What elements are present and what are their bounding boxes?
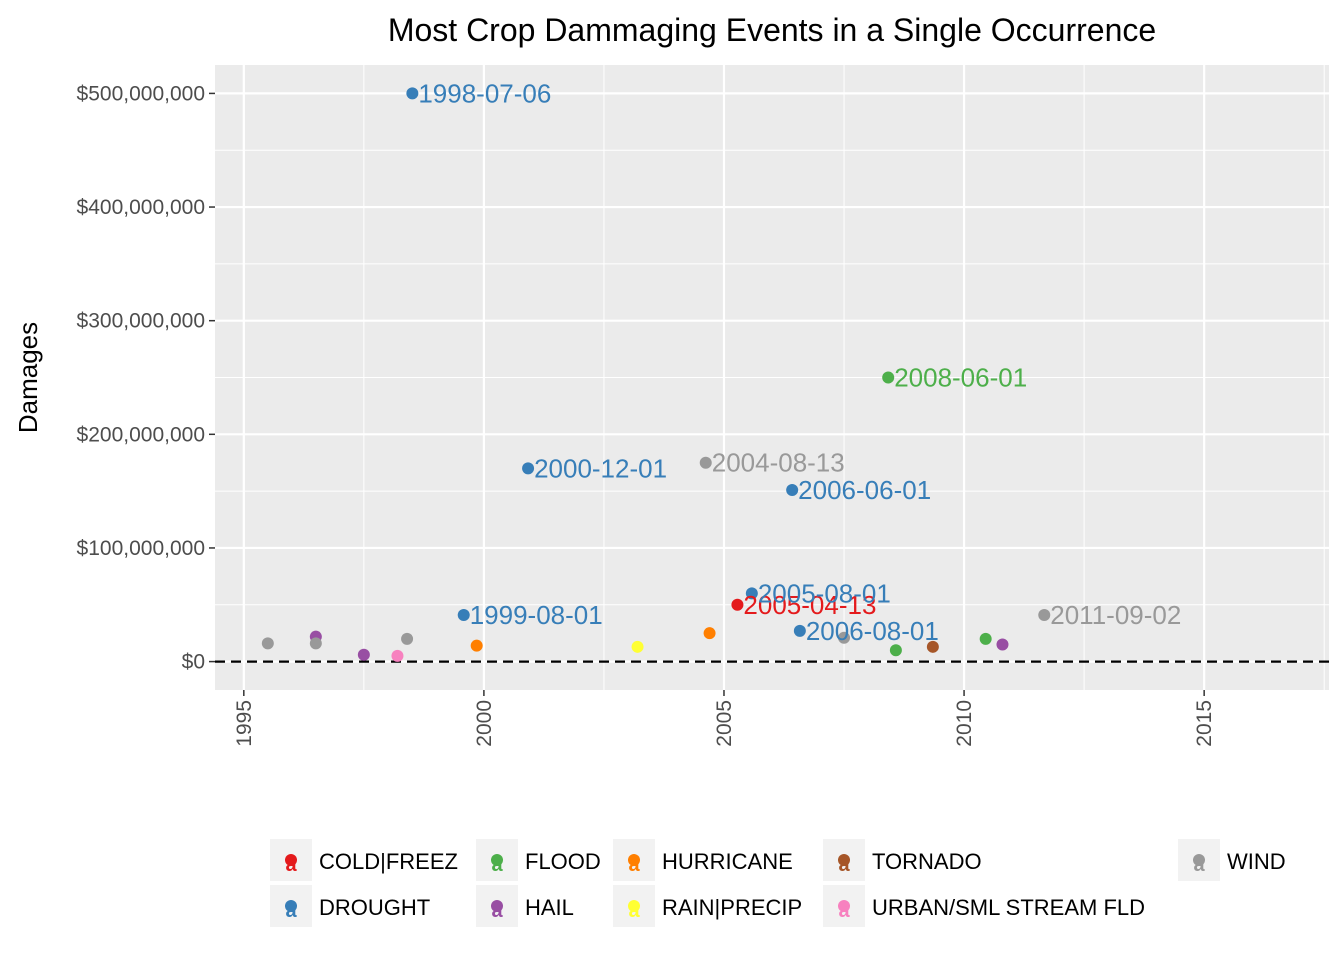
legend-item: a TORNADO [823,839,982,881]
y-tick-label: $0 [182,651,205,674]
y-tick-label: $200,000,000 [77,423,205,446]
legend: a COLD|FREEZ a DROUGHT a FLOOD a HAIL a HURRICANE… [270,839,1286,927]
y-axis-title: Damages [13,322,43,433]
legend-label: TORNADO [872,849,982,874]
legend-key-glyph: a [491,900,503,922]
legend-key-point [285,900,297,912]
chart-title: Most Crop Dammaging Events in a Single O… [388,12,1156,48]
data-point [309,637,322,650]
data-point [882,371,895,384]
legend-label: FLOOD [525,849,601,874]
legend-label: RAIN|PRECIP [662,895,802,920]
legend-label: HAIL [525,895,574,920]
x-axis: 1995 2000 2005 2010 2015 [233,690,1216,747]
legend-key-glyph: a [628,854,640,876]
data-point [699,456,712,469]
legend-key-glyph: a [1193,854,1205,876]
data-label: 1998-07-06 [418,78,551,108]
x-tick-label: 2015 [1193,700,1216,747]
grid-lines [215,65,1329,690]
data-point [391,649,404,662]
data-label: 2005-04-13 [743,590,876,620]
legend-item: a URBAN/SML STREAM FLD [823,885,1145,927]
data-point [261,637,274,650]
legend-key-glyph: a [285,854,297,876]
y-tick-label: $300,000,000 [77,310,205,333]
legend-item: a HURRICANE [613,839,793,881]
legend-key-point [1193,854,1205,866]
legend-key-point [491,854,503,866]
data-point [522,462,535,475]
data-label: 2008-06-01 [894,363,1027,393]
x-tick-label: 1995 [233,700,256,747]
data-point [745,587,758,600]
data-point [631,640,644,653]
legend-key-point [628,854,640,866]
x-tick-label: 2005 [713,700,736,747]
data-point [996,638,1009,651]
data-point [731,598,744,611]
data-points [261,87,1051,662]
data-point [470,639,483,652]
legend-key-point [838,900,850,912]
data-label: 2000-12-01 [534,453,667,483]
data-label: 2005-08-01 [758,578,891,608]
legend-label: WIND [1227,849,1286,874]
y-tick-label: $100,000,000 [77,537,205,560]
legend-key-point [285,854,297,866]
legend-item: a HAIL [476,885,574,927]
legend-item: a FLOOD [476,839,601,881]
legend-item: a WIND [1178,839,1286,881]
legend-label: HURRICANE [662,849,793,874]
data-point [926,640,939,653]
data-label: 2006-08-01 [806,616,939,646]
data-point [457,609,470,621]
legend-key-point [491,900,503,912]
legend-key-glyph: a [838,900,850,922]
legend-label: COLD|FREEZ [319,849,458,874]
legend-item: a COLD|FREEZ [270,839,458,881]
data-labels: 2005-04-13 1998-07-06 1999-08-01 2000-12-01… [418,78,1181,646]
legend-item: a DROUGHT [270,885,430,927]
data-point [401,632,414,645]
data-point [979,632,992,645]
legend-label: DROUGHT [319,895,430,920]
legend-key-point [838,854,850,866]
data-label: 1999-08-01 [470,600,603,630]
data-point [1038,609,1051,621]
data-point [838,631,851,644]
y-tick-label: $500,000,000 [77,82,205,105]
data-label: 2011-09-02 [1050,600,1181,630]
data-point [406,87,419,100]
x-tick-label: 2010 [953,700,976,747]
legend-key-glyph: a [628,900,640,922]
data-label: 2004-08-13 [712,448,845,478]
data-point [357,648,370,661]
data-point [793,624,806,637]
y-axis: $0 $100,000,000 $200,000,000 $300,000,000 $4… [77,82,215,674]
data-label: 2006-06-01 [798,475,931,505]
data-point [889,644,902,657]
data-point [786,484,799,496]
legend-key-glyph: a [285,900,297,922]
y-tick-label: $400,000,000 [77,196,205,219]
legend-label: URBAN/SML STREAM FLD [872,895,1145,920]
legend-key-glyph: a [491,854,503,876]
x-tick-label: 2000 [473,700,496,747]
legend-key-glyph: a [838,854,850,876]
data-point [703,627,716,640]
legend-item: a RAIN|PRECIP [613,885,802,927]
legend-key-point [628,900,640,912]
